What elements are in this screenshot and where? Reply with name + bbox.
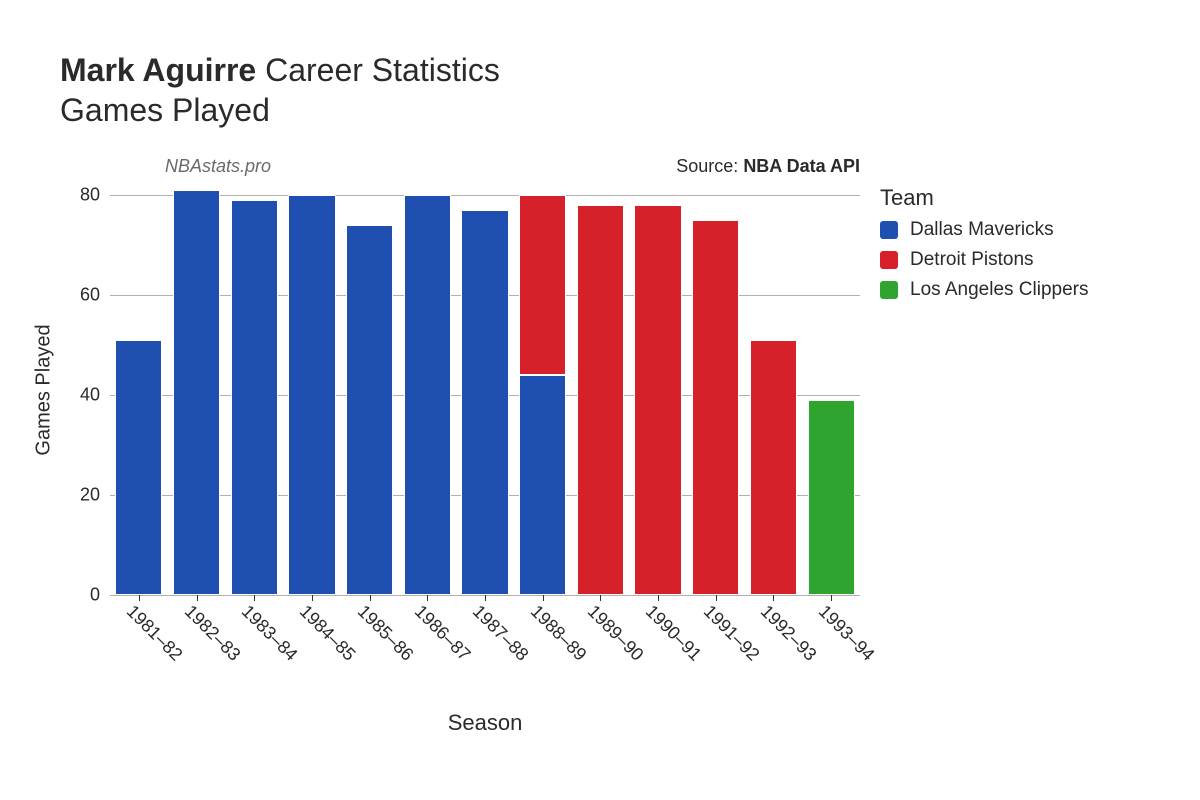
y-tick-label: 20: [60, 485, 110, 506]
bar-segment: [288, 195, 335, 595]
x-tick-label: 1981–82: [122, 601, 186, 665]
x-tick-label: 1982–83: [180, 601, 244, 665]
legend-swatch: [880, 221, 898, 239]
bar-segment: [577, 205, 624, 595]
source-prefix: Source:: [676, 156, 743, 176]
x-tick-label: 1992–93: [757, 601, 821, 665]
bar: [808, 185, 855, 595]
bar-segment: [750, 340, 797, 595]
bar-segment: [519, 375, 566, 595]
annotation-site: NBAstats.pro: [165, 156, 271, 177]
bar: [519, 185, 566, 595]
bar-segment: [519, 195, 566, 375]
bar: [115, 185, 162, 595]
title-suffix: Career Statistics: [265, 52, 500, 88]
bar-segment: [808, 400, 855, 595]
bar-segment: [346, 225, 393, 595]
plot-area: 0204060801981–821982–831983–841984–85198…: [110, 185, 860, 595]
x-tick: [600, 595, 601, 601]
x-tick: [197, 595, 198, 601]
bar: [288, 185, 335, 595]
x-tick-label: 1993–94: [814, 601, 878, 665]
legend-item: Detroit Pistons: [880, 249, 1089, 271]
annotation-source: Source: NBA Data API: [676, 156, 860, 177]
y-tick-label: 80: [60, 185, 110, 206]
x-tick-label: 1991–92: [699, 601, 763, 665]
x-tick: [658, 595, 659, 601]
bar-segment: [231, 200, 278, 595]
x-tick-label: 1986–87: [410, 601, 474, 665]
title-line-1: Mark Aguirre Career Statistics: [60, 50, 1160, 90]
x-tick-label: 1990–91: [641, 601, 705, 665]
bar: [634, 185, 681, 595]
x-tick: [716, 595, 717, 601]
legend-label: Detroit Pistons: [910, 249, 1034, 271]
bar: [692, 185, 739, 595]
y-axis-title: Games Played: [33, 324, 56, 455]
x-tick-label: 1987–88: [468, 601, 532, 665]
legend-swatch: [880, 251, 898, 269]
bar-segment: [404, 195, 451, 595]
bar-segment: [173, 190, 220, 595]
bar-segment: [692, 220, 739, 595]
x-tick: [370, 595, 371, 601]
x-tick-label: 1989–90: [584, 601, 648, 665]
x-tick: [773, 595, 774, 601]
x-tick-label: 1983–84: [237, 601, 301, 665]
legend: Team Dallas Mavericks Detroit Pistons Los …: [880, 185, 1089, 309]
x-axis-title: Season: [448, 710, 523, 736]
bar: [577, 185, 624, 595]
x-tick: [254, 595, 255, 601]
bar: [750, 185, 797, 595]
x-tick: [543, 595, 544, 601]
chart-container: Mark Aguirre Career Statistics Games Pla…: [0, 0, 1200, 800]
title-subtitle: Games Played: [60, 90, 1160, 130]
bar: [173, 185, 220, 595]
x-tick-label: 1985–86: [353, 601, 417, 665]
player-name: Mark Aguirre: [60, 52, 256, 88]
legend-title: Team: [880, 185, 1089, 211]
x-tick: [312, 595, 313, 601]
bar: [404, 185, 451, 595]
y-tick-label: 40: [60, 385, 110, 406]
legend-swatch: [880, 281, 898, 299]
bar-segment: [634, 205, 681, 595]
x-tick: [485, 595, 486, 601]
y-tick-label: 60: [60, 285, 110, 306]
title-block: Mark Aguirre Career Statistics Games Pla…: [60, 50, 1160, 130]
bar: [346, 185, 393, 595]
x-tick: [139, 595, 140, 601]
x-tick: [427, 595, 428, 601]
x-tick: [831, 595, 832, 601]
x-tick-label: 1984–85: [295, 601, 359, 665]
bar: [231, 185, 278, 595]
source-name: NBA Data API: [743, 156, 860, 176]
y-tick-label: 0: [60, 585, 110, 606]
legend-item: Los Angeles Clippers: [880, 279, 1089, 301]
bar-segment: [461, 210, 508, 595]
x-tick-label: 1988–89: [526, 601, 590, 665]
legend-label: Dallas Mavericks: [910, 219, 1054, 241]
legend-item: Dallas Mavericks: [880, 219, 1089, 241]
legend-label: Los Angeles Clippers: [910, 279, 1089, 301]
bar: [461, 185, 508, 595]
bar-segment: [115, 340, 162, 595]
